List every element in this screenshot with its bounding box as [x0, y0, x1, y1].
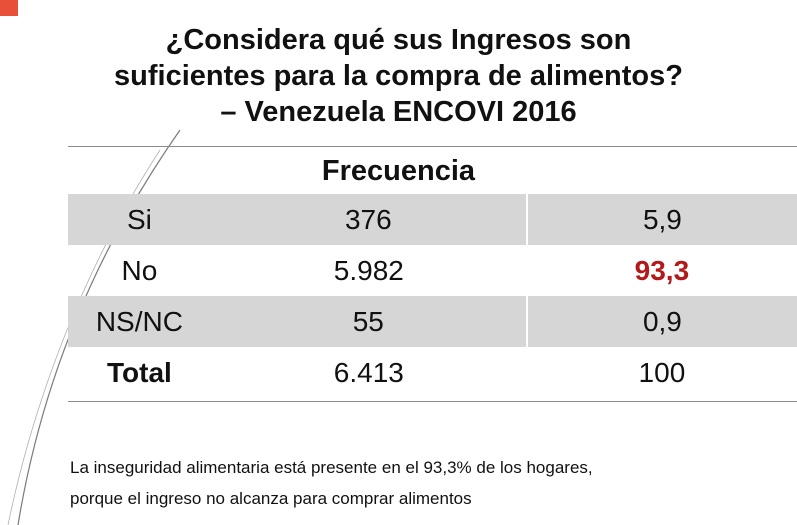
row-count: 376	[210, 194, 528, 245]
footnote-line-1: La inseguridad alimentaria está presente…	[70, 458, 593, 477]
frequency-table: Si 376 5,9 No 5.982 93,3 NS/NC 55 0,9 To…	[68, 194, 797, 398]
row-percent-highlight: 93,3	[634, 254, 690, 286]
table-row-total: Total 6.413 100	[68, 347, 797, 398]
footnote-line-2: porque el ingreso no alcanza para compra…	[70, 489, 472, 508]
table-top-rule	[68, 146, 797, 147]
page-title: ¿Considera qué sus Ingresos son suficien…	[0, 22, 797, 130]
table-header: Frecuencia	[321, 155, 476, 187]
row-percent: 100	[638, 356, 686, 388]
row-label: NS/NC	[68, 296, 211, 347]
title-line-1: ¿Considera qué sus Ingresos son	[165, 24, 632, 56]
table-bottom-rule	[68, 401, 797, 402]
row-label: Total	[106, 356, 172, 388]
title-line-2: suficientes para la compra de alimentos?	[114, 60, 683, 92]
table-row: No 5.982 93,3	[68, 245, 797, 296]
title-line-3: – Venezuela ENCOVI 2016	[220, 96, 577, 128]
row-count: 55	[210, 296, 528, 347]
row-label: Si	[68, 194, 211, 245]
row-percent: 0,9	[526, 296, 797, 347]
corner-accent	[0, 0, 18, 16]
table-row: Si 376 5,9	[68, 194, 797, 245]
row-percent: 5,9	[526, 194, 797, 245]
footnote: La inseguridad alimentaria está presente…	[70, 452, 790, 514]
row-label: No	[121, 254, 158, 286]
table-row: NS/NC 55 0,9	[68, 296, 797, 347]
row-count: 6.413	[333, 356, 404, 388]
row-count: 5.982	[333, 254, 404, 286]
